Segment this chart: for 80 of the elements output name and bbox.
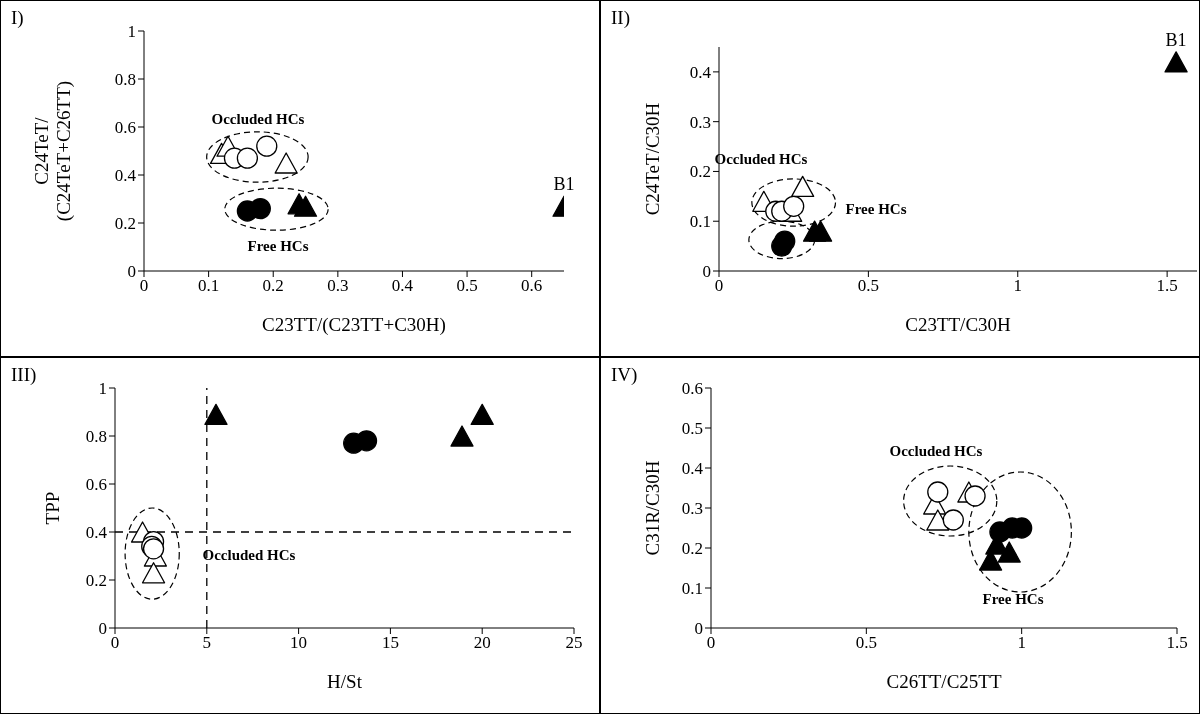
annotation: B1	[1165, 29, 1187, 50]
y-tick-label: 0.8	[85, 427, 107, 447]
x-tick-label: 25	[565, 633, 583, 653]
x-tick-label: 5	[202, 633, 212, 653]
y-tick-label: 0.3	[689, 112, 711, 132]
y-tick-label: 0.2	[85, 571, 107, 591]
y-tick-label: 0.2	[114, 214, 136, 234]
x-tick-label: 0.5	[456, 276, 478, 296]
chart-title: I)	[11, 7, 24, 29]
y-tick-label: 0	[127, 262, 136, 282]
point	[256, 135, 278, 157]
x-tick-label: 10	[290, 633, 308, 653]
y-tick-label: 0.8	[114, 70, 136, 90]
x-axis-title: C23TT/(C23TT+C30H)	[262, 314, 446, 336]
x-tick-label: 0.1	[197, 276, 220, 296]
y-tick-label: 0.2	[689, 162, 711, 182]
y-tick-label: 0.4	[85, 523, 108, 543]
x-tick-label: 0.5	[855, 633, 877, 653]
point	[997, 541, 1021, 563]
x-tick-label: 0.6	[521, 276, 543, 296]
point	[204, 403, 228, 426]
y-tick-label: 0	[98, 619, 107, 639]
annotation: Occluded HCs	[211, 110, 305, 128]
x-axis-title: H/St	[327, 671, 363, 692]
point	[808, 220, 833, 242]
x-tick-label: 0.5	[857, 276, 879, 296]
x-tick-label: 1	[1013, 276, 1022, 296]
y-tick-label: 0.6	[114, 118, 136, 138]
y-axis-title: C24TeT/C30H	[642, 102, 663, 216]
x-tick-label: 0.2	[262, 276, 284, 296]
annotation: Free HCs	[982, 590, 1044, 608]
point	[926, 509, 950, 531]
y-axis-title: C31R/C30H	[642, 460, 663, 556]
point	[942, 509, 964, 531]
point	[791, 175, 815, 198]
point	[470, 403, 494, 426]
y-tick-label: 0.5	[681, 419, 703, 439]
chart-title: II)	[611, 7, 630, 29]
annotation: Free HCs	[247, 237, 309, 255]
y-tick-label: 0.2	[681, 539, 703, 559]
x-tick-label: 20	[473, 633, 491, 653]
x-tick-label: 15	[381, 633, 399, 653]
x-axis-title: C26TT/C25TT	[886, 671, 1002, 692]
y-tick-label: 1	[127, 22, 136, 42]
point	[1164, 51, 1188, 73]
y-tick-label: 0.1	[689, 212, 711, 232]
x-tick-label: 1.5	[1156, 276, 1178, 296]
point	[927, 481, 949, 503]
y-tick-label: 0.3	[681, 499, 703, 519]
y-tick-label: 0.6	[681, 379, 703, 399]
point	[236, 147, 259, 169]
point	[249, 197, 271, 220]
y-axis-title: C24TeT/ (C24TeT+C26TT)	[31, 80, 75, 222]
y-tick-label: 0	[702, 262, 711, 282]
annotation: Occluded HCs	[714, 150, 808, 168]
x-tick-label: 0.3	[327, 276, 349, 296]
annotation: B1	[553, 174, 575, 195]
y-tick-label: 1	[98, 379, 107, 399]
x-tick-label: 0.4	[391, 276, 414, 296]
point	[293, 195, 318, 217]
point	[355, 430, 378, 452]
point	[964, 485, 986, 507]
y-axis-title: TPP	[42, 491, 63, 525]
point	[141, 562, 166, 584]
y-tick-label: 0.4	[689, 62, 712, 82]
x-tick-label: 1	[1017, 633, 1026, 653]
y-tick-label: 0.4	[681, 459, 704, 479]
annotation: Occluded HCs	[202, 546, 296, 564]
x-tick-label: 1.5	[1166, 633, 1188, 653]
chart-title: III)	[11, 364, 37, 386]
point	[450, 425, 474, 447]
annotation: Free HCs	[845, 200, 907, 218]
y-tick-label: 0.4	[114, 166, 137, 186]
y-tick-label: 0.1	[681, 579, 703, 599]
chart-title: IV)	[611, 364, 638, 386]
annotation: Occluded HCs	[889, 442, 983, 460]
point	[274, 152, 298, 174]
y-tick-label: 0.6	[85, 475, 107, 495]
x-axis-title: C23TT/C30H	[905, 314, 1012, 335]
y-tick-label: 0	[694, 619, 703, 639]
